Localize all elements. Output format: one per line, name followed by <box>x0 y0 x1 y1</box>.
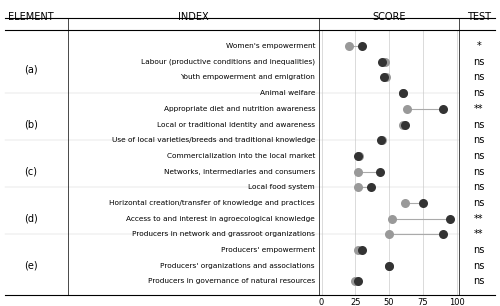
Text: Networks, intermediaries and consumers: Networks, intermediaries and consumers <box>164 169 315 174</box>
Text: 100: 100 <box>448 298 464 306</box>
Text: (e): (e) <box>24 261 38 271</box>
Text: Horizontal creation/transfer of knowledge and practices: Horizontal creation/transfer of knowledg… <box>110 200 315 206</box>
Text: ns: ns <box>474 57 484 67</box>
Text: ns: ns <box>474 182 484 192</box>
Text: Youth empowerment and emigration: Youth empowerment and emigration <box>180 74 315 80</box>
Text: Commercialization into the local market: Commercialization into the local market <box>166 153 315 159</box>
Text: ns: ns <box>474 261 484 271</box>
Text: 25: 25 <box>350 298 360 306</box>
Text: Appropriate diet and nutrition awareness: Appropriate diet and nutrition awareness <box>164 106 315 112</box>
Text: ns: ns <box>474 88 484 98</box>
Text: ns: ns <box>474 276 484 286</box>
Text: TEST: TEST <box>467 12 491 22</box>
Text: *: * <box>476 41 482 51</box>
Text: (b): (b) <box>24 120 38 129</box>
Text: (a): (a) <box>24 65 38 75</box>
Text: **: ** <box>474 214 484 224</box>
Text: Labour (productive conditions and inequalities): Labour (productive conditions and inequa… <box>141 58 315 65</box>
Text: ns: ns <box>474 73 484 82</box>
Text: INDEX: INDEX <box>178 12 208 22</box>
Text: 0: 0 <box>319 298 324 306</box>
Text: Use of local varieties/breeds and traditional knowledge: Use of local varieties/breeds and tradit… <box>112 137 315 143</box>
Text: **: ** <box>474 104 484 114</box>
Text: ns: ns <box>474 166 484 177</box>
Text: ns: ns <box>474 120 484 129</box>
Text: Producers in governance of natural resources: Producers in governance of natural resou… <box>148 278 315 284</box>
Text: Local or traditional identity and awareness: Local or traditional identity and awaren… <box>157 121 315 128</box>
Text: 50: 50 <box>384 298 394 306</box>
Text: **: ** <box>474 229 484 239</box>
Text: ns: ns <box>474 198 484 208</box>
Text: ns: ns <box>474 135 484 145</box>
Text: Producers' empowerment: Producers' empowerment <box>221 247 315 253</box>
Text: Local food system: Local food system <box>248 184 315 190</box>
Text: (d): (d) <box>24 214 38 224</box>
Text: Producers' organizations and associations: Producers' organizations and association… <box>160 263 315 269</box>
Text: 75: 75 <box>418 298 428 306</box>
Text: (c): (c) <box>24 166 38 177</box>
Text: Animal welfare: Animal welfare <box>260 90 315 96</box>
Text: ELEMENT: ELEMENT <box>8 12 54 22</box>
Text: ns: ns <box>474 245 484 255</box>
Text: Women's empowerment: Women's empowerment <box>226 43 315 49</box>
Text: ns: ns <box>474 151 484 161</box>
Text: Access to and interest in agroecological knowledge: Access to and interest in agroecological… <box>126 216 315 222</box>
Text: Producers in network and grassroot organizations: Producers in network and grassroot organ… <box>132 231 315 237</box>
Text: SCORE: SCORE <box>372 12 406 22</box>
